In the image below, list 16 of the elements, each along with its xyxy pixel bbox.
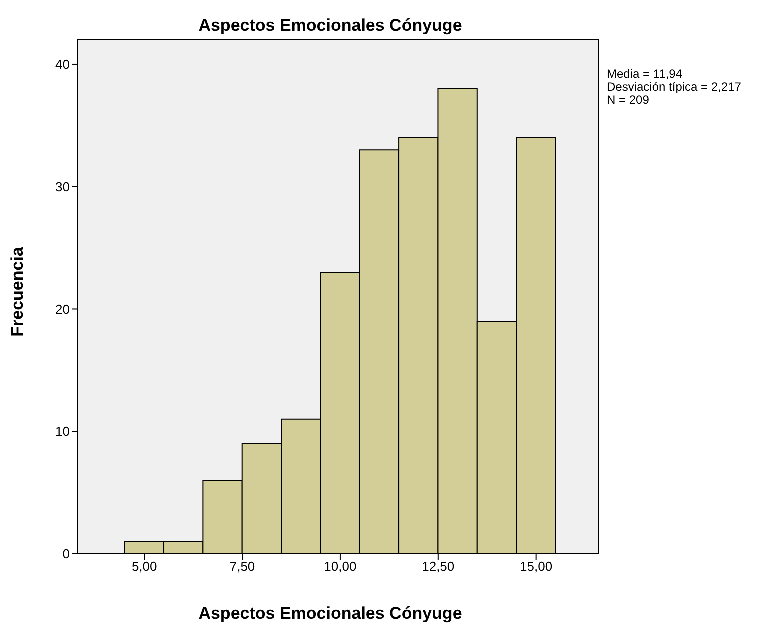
y-axis-title: Frecuencia bbox=[8, 246, 28, 339]
x-tick-label: 7,50 bbox=[230, 559, 256, 574]
x-tick-label: 10,00 bbox=[324, 559, 357, 574]
y-tick-label: 30 bbox=[56, 179, 70, 194]
text: Desviación típica = 2,217 bbox=[607, 80, 742, 94]
x-tick-label: 12,50 bbox=[422, 559, 455, 574]
y-tick-label: 40 bbox=[56, 57, 70, 72]
y-tick-label: 0 bbox=[62, 546, 70, 562]
x-tick-label: 15,00 bbox=[520, 559, 553, 574]
y-tick-label: 20 bbox=[56, 302, 70, 317]
y-tick-label: 10 bbox=[56, 424, 70, 440]
x-axis-title: Aspectos Emocionales Cónyuge bbox=[198, 604, 464, 624]
chart-title: Aspectos Emocionales Cónyuge bbox=[198, 16, 464, 36]
text: Media = 11,94 bbox=[607, 67, 684, 81]
text: N = 209 bbox=[607, 93, 650, 107]
x-tick-label: 5,00 bbox=[132, 559, 158, 574]
